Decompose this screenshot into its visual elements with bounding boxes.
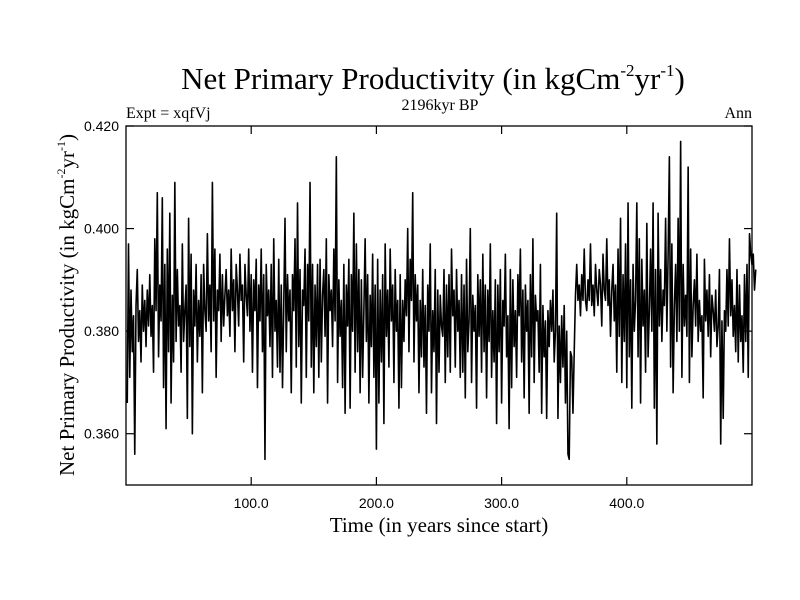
period-label: 2196kyr BP: [402, 97, 479, 114]
y-axis-label: Net Primary Productivity (in kgCm-2yr-1): [54, 134, 79, 476]
y-tick-label: 0.420: [84, 118, 119, 134]
plot-frame: [125, 125, 753, 486]
y-axis-ticks: 0.360 0.380 0.400 0.420: [84, 118, 752, 442]
x-tick-label: 400.0: [609, 495, 644, 511]
x-tick-label: 300.0: [484, 495, 519, 511]
x-tick-label: 100.0: [234, 495, 269, 511]
chart-title: Net Primary Productivity (in kgCm-2yr-1): [181, 61, 685, 96]
y-tick-label: 0.400: [84, 221, 119, 237]
npp-series-line: [126, 140, 757, 461]
x-axis-ticks: 100.0 200.0 300.0 400.0: [234, 126, 645, 511]
experiment-label: Expt = xqfVj: [126, 105, 211, 122]
y-tick-label: 0.380: [84, 323, 119, 339]
x-axis-label: Time (in years since start): [330, 513, 549, 537]
x-tick-label: 200.0: [359, 495, 394, 511]
season-label: Ann: [724, 105, 752, 122]
y-tick-label: 0.360: [84, 426, 119, 442]
